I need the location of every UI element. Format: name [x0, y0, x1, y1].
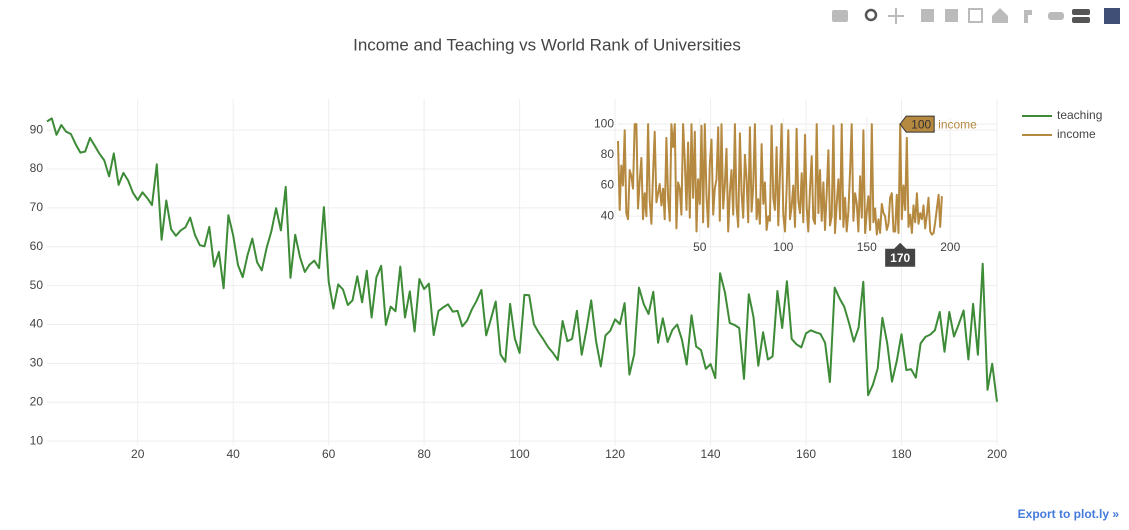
- x-tick-label: 50: [693, 240, 707, 254]
- x-tick-label: 20: [131, 447, 145, 461]
- y-tick-label: 90: [30, 122, 44, 136]
- hover-box: [899, 115, 935, 133]
- zoom-out-icon[interactable]: [945, 9, 958, 22]
- y-tick-label: 80: [601, 147, 615, 161]
- hover-compare-icon[interactable]: [1072, 17, 1090, 23]
- legend-label: teaching: [1057, 108, 1102, 122]
- chart-title: Income and Teaching vs World Rank of Uni…: [353, 35, 741, 54]
- y-tick-label: 20: [30, 394, 44, 408]
- camera-icon[interactable]: [832, 10, 848, 22]
- y-tick-label: 60: [601, 178, 615, 192]
- y-tick-label: 80: [30, 161, 44, 175]
- hover-x-value: 170: [890, 251, 910, 265]
- y-tick-label: 70: [30, 200, 44, 214]
- x-tick-label: 200: [987, 447, 1007, 461]
- modebar[interactable]: [832, 8, 1120, 24]
- x-tick-label: 60: [322, 447, 336, 461]
- zoom-in-icon[interactable]: [921, 9, 934, 22]
- hover-x-box: [885, 242, 916, 267]
- x-tick-label: 100: [510, 447, 530, 461]
- hover-closest-icon[interactable]: [1048, 12, 1064, 20]
- y-tick-label: 60: [30, 239, 44, 253]
- export-link[interactable]: Export to plot.ly »: [1017, 507, 1119, 521]
- y-tick-label: 40: [30, 317, 44, 331]
- line: [617, 123, 943, 236]
- x-tick-label: 80: [417, 447, 431, 461]
- x-tick-label: 150: [857, 240, 877, 254]
- hover-name: income: [938, 117, 977, 131]
- hover-value: 100: [911, 117, 931, 131]
- y-tick-label: 50: [30, 278, 44, 292]
- line: [46, 117, 998, 402]
- autoscale-icon[interactable]: [968, 8, 983, 23]
- y-tick-label: 100: [594, 116, 614, 130]
- y-tick-label: 10: [30, 433, 44, 447]
- pan-icon[interactable]: [888, 8, 904, 24]
- x-tick-label: 120: [605, 447, 625, 461]
- plotly-logo[interactable]: [1104, 8, 1120, 24]
- x-tick-label: 180: [892, 447, 912, 461]
- zoom-icon[interactable]: [864, 8, 878, 22]
- hover-compare-icon[interactable]: [1072, 9, 1090, 15]
- x-tick-label: 160: [796, 447, 816, 461]
- y-tick-label: 40: [601, 208, 615, 222]
- x-tick-label: 100: [773, 240, 793, 254]
- y-tick-label: 30: [30, 356, 44, 370]
- home-icon[interactable]: [992, 8, 1008, 23]
- x-tick-label: 40: [227, 447, 241, 461]
- legend-label: income: [1057, 127, 1096, 141]
- spike-icon[interactable]: [1024, 10, 1032, 23]
- x-tick-label: 200: [940, 240, 960, 254]
- x-tick-label: 140: [701, 447, 721, 461]
